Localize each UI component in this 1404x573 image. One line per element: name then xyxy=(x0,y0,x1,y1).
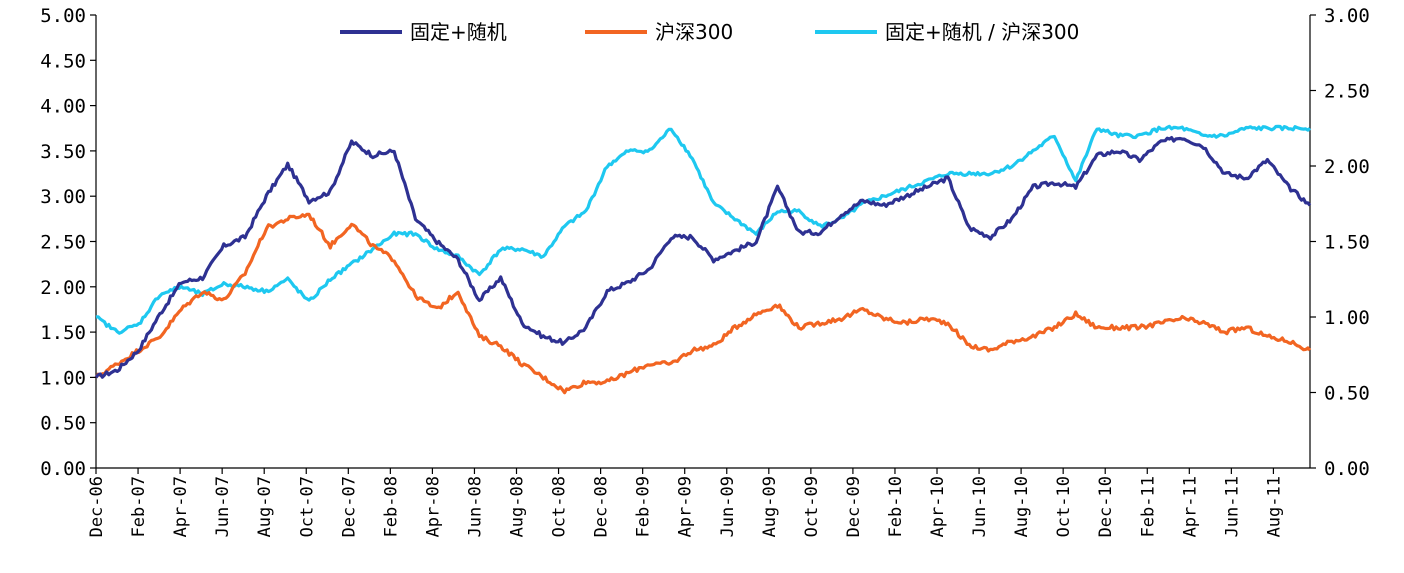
x-tick-label: Aug-11 xyxy=(1264,476,1284,537)
right-axis-ticks: 0.00 0.50 1.00 1.50 2.00 2.50 3.00 xyxy=(1310,5,1370,480)
series-lines xyxy=(94,124,1312,395)
x-tick-label: Aug-10 xyxy=(1012,476,1032,537)
left-tick-label: 2.50 xyxy=(40,232,86,254)
right-tick-label: 3.00 xyxy=(1324,5,1370,27)
x-tick-label: Jun-08 xyxy=(465,476,485,537)
legend-label: 固定+随机 / 沪深300 xyxy=(885,20,1079,44)
x-tick-label: Feb-08 xyxy=(381,476,401,537)
x-tick-label: Aug-07 xyxy=(255,476,275,537)
x-tick-label: Feb-07 xyxy=(129,476,149,537)
left-tick-label: 5.00 xyxy=(40,5,86,27)
right-tick-label: 1.50 xyxy=(1324,232,1370,254)
x-tick-label: Apr-07 xyxy=(171,476,191,537)
x-tick-label: Oct-08 xyxy=(550,476,570,537)
x-tick-label: Apr-10 xyxy=(928,476,948,537)
x-tick-label: Jun-09 xyxy=(718,476,738,537)
x-tick-label: Jun-10 xyxy=(970,476,990,537)
right-tick-label: 0.00 xyxy=(1324,458,1370,480)
x-tick-label: Oct-09 xyxy=(802,476,822,537)
x-tick-label: Apr-11 xyxy=(1180,476,1200,537)
left-tick-label: 1.00 xyxy=(40,367,86,389)
x-tick-label: Jun-07 xyxy=(213,476,233,537)
x-tick-label: Dec-08 xyxy=(592,476,612,537)
x-tick-label: Apr-08 xyxy=(423,476,443,537)
legend: 固定+随机 沪深300 固定+随机 / 沪深300 xyxy=(340,20,1079,44)
x-tick-label: Apr-09 xyxy=(676,476,696,537)
x-tick-label: Feb-10 xyxy=(886,476,906,537)
series-line xyxy=(94,136,1312,379)
x-tick-label: Aug-08 xyxy=(508,476,528,537)
left-tick-label: 4.00 xyxy=(40,96,86,118)
left-tick-label: 0.50 xyxy=(40,413,86,435)
x-tick-label: Dec-06 xyxy=(87,476,107,537)
legend-label: 沪深300 xyxy=(655,20,733,44)
x-tick-label: Dec-09 xyxy=(844,476,864,537)
right-tick-label: 2.50 xyxy=(1324,81,1370,103)
right-tick-label: 0.50 xyxy=(1324,383,1370,405)
axes xyxy=(95,15,1311,469)
left-tick-label: 2.00 xyxy=(40,277,86,299)
left-tick-label: 0.00 xyxy=(40,458,86,480)
x-tick-label: Oct-10 xyxy=(1054,476,1074,537)
x-tick-label: Feb-11 xyxy=(1138,476,1158,537)
x-tick-label: Jun-11 xyxy=(1222,476,1242,537)
right-tick-label: 2.00 xyxy=(1324,156,1370,178)
left-tick-label: 3.00 xyxy=(40,186,86,208)
x-axis-ticks: Dec-06 Feb-07 Apr-07 Jun-07 Aug-07 Oct-07 Dec-… xyxy=(87,468,1284,537)
x-tick-label: Dec-10 xyxy=(1096,476,1116,537)
left-tick-label: 4.50 xyxy=(40,50,86,72)
series-line xyxy=(95,124,1312,335)
legend-label: 固定+随机 xyxy=(410,20,507,44)
x-tick-label: Oct-07 xyxy=(297,476,317,537)
right-tick-label: 1.00 xyxy=(1324,307,1370,329)
x-tick-label: Aug-09 xyxy=(760,476,780,537)
left-tick-label: 1.50 xyxy=(40,322,86,344)
x-tick-label: Dec-07 xyxy=(339,476,359,537)
series-line xyxy=(94,212,1312,395)
x-tick-label: Feb-09 xyxy=(634,476,654,537)
left-tick-label: 3.50 xyxy=(40,141,86,163)
left-axis-ticks: 0.00 0.50 1.00 1.50 2.00 2.50 3.00 3.50 4.00 4.50… xyxy=(40,5,96,480)
